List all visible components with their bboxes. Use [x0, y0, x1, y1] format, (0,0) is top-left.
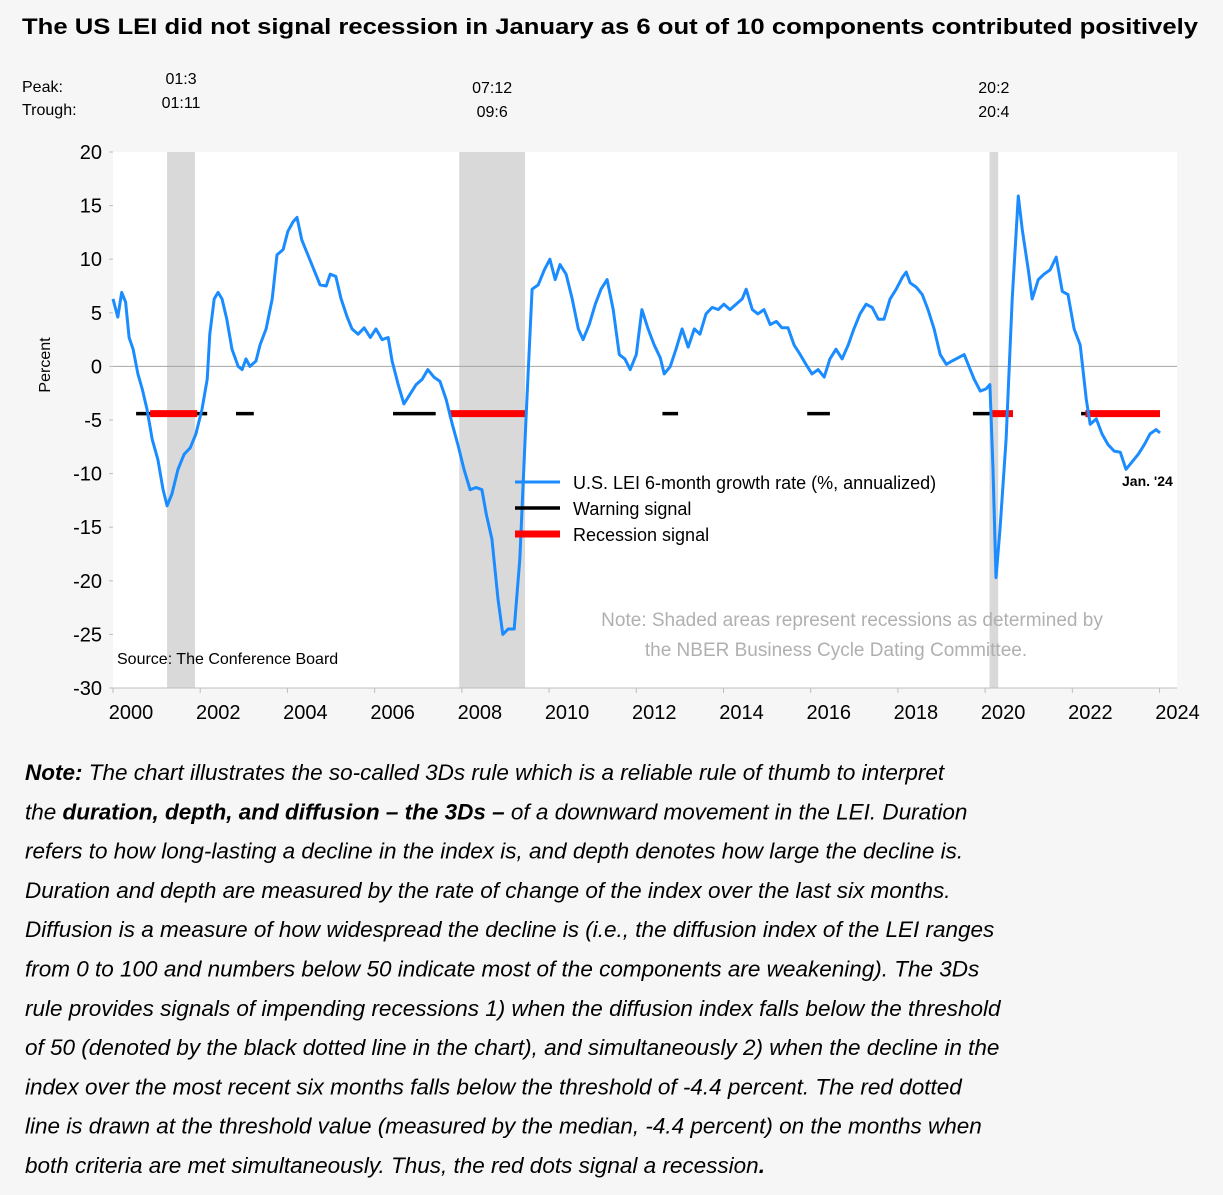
x-tick-label: 2006 [370, 702, 415, 724]
note-line: Note: The chart illustrates the so-calle… [25, 760, 946, 785]
recession-shade [167, 152, 195, 688]
note-line: from 0 to 100 and numbers below 50 indic… [25, 957, 979, 982]
x-tick-label: 2004 [283, 702, 328, 724]
note-text: Diffusion is a measure of how widespread… [25, 917, 994, 942]
trough-label: Trough: [22, 102, 77, 119]
x-tick-label: 2016 [806, 702, 851, 724]
shading-note: Note: Shaded areas represent recessions … [601, 610, 1103, 631]
y-tick-label: -20 [73, 571, 102, 593]
note-text: refers to how long-lasting a decline in … [25, 839, 963, 864]
note-text: index over the most recent six months fa… [25, 1074, 963, 1099]
x-tick-label: 2020 [981, 702, 1026, 724]
note-line: line is drawn at the threshold value (me… [25, 1114, 982, 1139]
note-text: from 0 to 100 and numbers below 50 indic… [25, 957, 979, 982]
chart-title: The US LEI did not signal recession in J… [22, 14, 1199, 39]
legend-label: Recession signal [573, 525, 709, 545]
recession-shade [459, 152, 526, 688]
note-bold: duration, depth, and diffusion – the 3Ds… [63, 799, 505, 824]
y-tick-label: -30 [73, 678, 102, 700]
recession-trough: 09:6 [477, 104, 508, 121]
note-line: rule provides signals of impending reces… [25, 996, 1002, 1021]
note-text: of 50 (denoted by the black dotted line … [25, 1035, 999, 1060]
x-tick-label: 2002 [196, 702, 241, 724]
end-label: Jan. '24 [1122, 473, 1173, 489]
note-bold: Note: [25, 760, 83, 785]
recession-trough: 20:4 [978, 104, 1009, 121]
note-text: both criteria are met simultaneously. Th… [25, 1153, 759, 1178]
note-bold: . [759, 1153, 765, 1178]
y-tick-label: -10 [73, 464, 102, 486]
plot-area [113, 152, 1177, 688]
recession-trough: 01:11 [162, 95, 201, 112]
source: Source: The Conference Board [117, 651, 338, 668]
note-text: the [25, 799, 63, 824]
legend-label: Warning signal [573, 499, 691, 519]
x-tick-label: 2000 [109, 702, 154, 724]
x-tick-label: 2018 [894, 702, 939, 724]
x-tick-label: 2024 [1155, 702, 1200, 724]
y-tick-label: -5 [84, 410, 102, 432]
note-text: line is drawn at the threshold value (me… [25, 1114, 982, 1139]
note-paragraph: Note: The chart illustrates the so-calle… [25, 760, 1002, 1178]
note-text: The chart illustrates the so-called 3Ds … [83, 760, 946, 785]
recession-peak: 20:2 [978, 80, 1009, 97]
note-line: Duration and depth are measured by the r… [25, 878, 951, 903]
legend-label: U.S. LEI 6-month growth rate (%, annuali… [573, 473, 936, 493]
y-tick-label: -25 [73, 624, 102, 646]
note-line: the duration, depth, and diffusion – the… [25, 799, 967, 824]
x-tick-label: 2008 [458, 702, 503, 724]
plot: 01:3 01:11 07:12 09:6 20:2 20:4 20 15 10 5 0 -5 -10 -… [73, 71, 1200, 724]
y-tick-label: 10 [80, 249, 102, 271]
y-tick-label: 15 [80, 196, 102, 218]
shading-note: the NBER Business Cycle Dating Committee… [645, 640, 1027, 661]
peak-label: Peak: [22, 79, 63, 96]
x-tick-label: 2012 [632, 702, 677, 724]
x-tick-label: 2010 [545, 702, 590, 724]
recession-shade [989, 152, 999, 688]
y-tick-label: 0 [91, 356, 102, 378]
note-line: index over the most recent six months fa… [25, 1074, 963, 1099]
y-axis-label: Percent [37, 337, 54, 393]
recession-peak: 07:12 [472, 80, 512, 97]
note-line: both criteria are met simultaneously. Th… [25, 1153, 765, 1178]
y-tick-label: -15 [73, 517, 102, 539]
x-tick-label: 2022 [1068, 702, 1113, 724]
note-line: of 50 (denoted by the black dotted line … [25, 1035, 999, 1060]
note-text: of a downward movement in the LEI. Durat… [505, 799, 968, 824]
y-tick-label: 5 [91, 303, 102, 325]
note-text: rule provides signals of impending reces… [25, 996, 1002, 1021]
note-text: Duration and depth are measured by the r… [25, 878, 951, 903]
x-tick-label: 2014 [719, 702, 764, 724]
note-line: refers to how long-lasting a decline in … [25, 839, 963, 864]
series-line [111, 194, 1161, 636]
recession-peak: 01:3 [165, 71, 196, 88]
y-tick-label: 20 [80, 142, 102, 164]
note-line: Diffusion is a measure of how widespread… [25, 917, 994, 942]
